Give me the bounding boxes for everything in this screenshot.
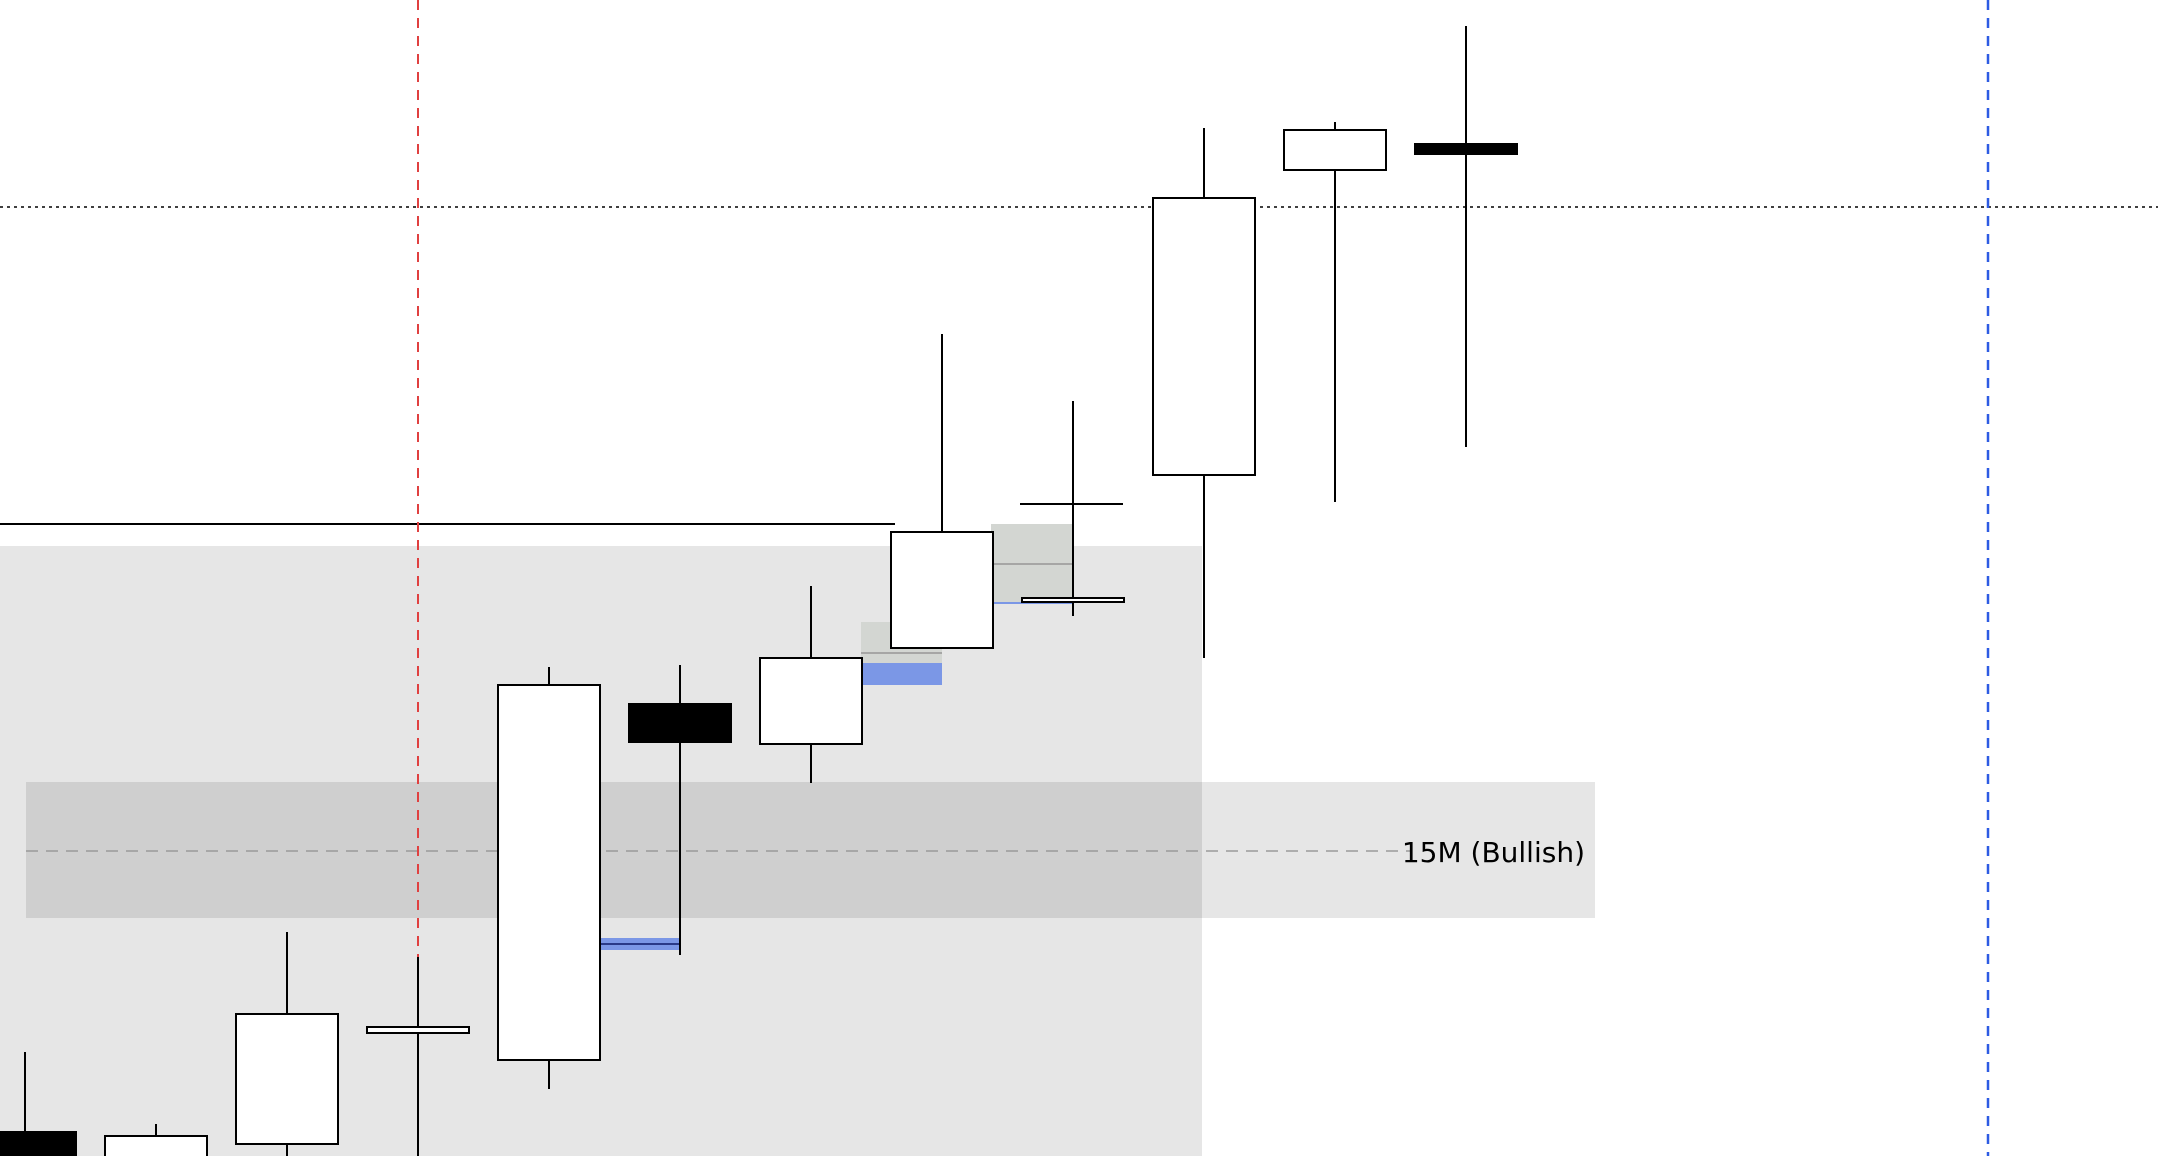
candle-10-body <box>1152 197 1256 476</box>
candle-8 <box>890 334 994 649</box>
candle-1-body <box>0 1131 77 1161</box>
candle-3-body <box>235 1013 339 1145</box>
candle-8-body <box>890 531 994 649</box>
liquidity-void-middle <box>861 663 942 685</box>
candle-11 <box>1283 122 1387 502</box>
candle-2-body <box>104 1135 208 1161</box>
candle-6 <box>628 665 732 955</box>
candle-7 <box>759 586 863 783</box>
candle-6-body <box>628 703 732 743</box>
candle-9-body <box>1021 597 1125 603</box>
candle-7-body <box>759 657 863 745</box>
candle-5 <box>497 667 601 1089</box>
candle-12-body <box>1414 143 1518 155</box>
zone-15m-bullish <box>26 782 1202 918</box>
candle-11-body <box>1283 129 1387 171</box>
candle-4-body <box>366 1026 470 1034</box>
candle-9 <box>1021 401 1125 616</box>
candle-10 <box>1152 128 1256 658</box>
candle-5-body <box>497 684 601 1061</box>
candle-12 <box>1414 26 1518 447</box>
candle-3 <box>235 932 339 1161</box>
zone-label-15m-bullish: 15M (Bullish) <box>1402 836 1585 869</box>
candle-4 <box>366 957 470 1161</box>
